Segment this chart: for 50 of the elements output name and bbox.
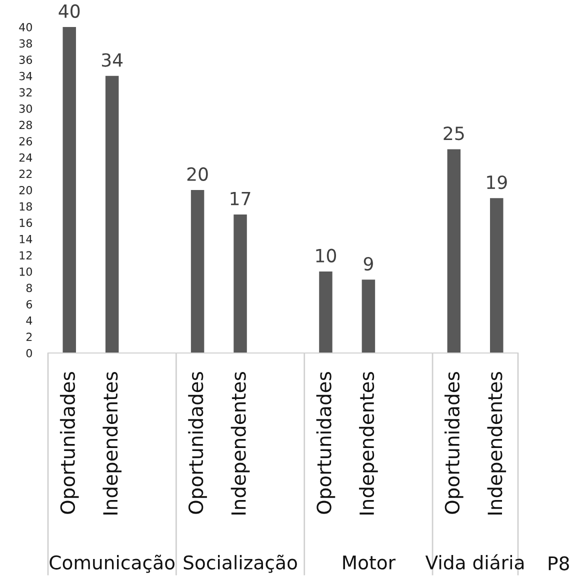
y-tick-label: 20 — [19, 186, 32, 194]
text: Comunicação — [50, 554, 174, 573]
y-tick-label: 32 — [19, 88, 32, 97]
y-tick-label: 26 — [19, 137, 32, 146]
bar — [447, 149, 461, 353]
data-label: 40 — [58, 4, 80, 18]
y-tick-label: 24 — [19, 153, 32, 162]
y-tick-label: 4 — [26, 316, 32, 325]
y-tick-label: 14 — [20, 235, 32, 244]
data-label: 9 — [364, 256, 373, 271]
bar — [234, 214, 247, 353]
y-tick-label: 28 — [19, 120, 32, 130]
y-tick-label: 22 — [19, 170, 32, 178]
bar — [319, 272, 332, 353]
x-tick-label: Independentes — [102, 372, 122, 514]
data-label: 10 — [316, 248, 336, 262]
y-tick-label: 34 — [19, 72, 32, 80]
y-tick-label: 8 — [26, 284, 32, 292]
y-tick-label: 0 — [26, 348, 32, 358]
x-tick-label: Independentes — [359, 372, 378, 514]
data-label: 19 — [487, 175, 507, 190]
y-tick-label: 30 — [19, 104, 32, 113]
y-tick-label: 36 — [19, 56, 32, 64]
text: Socialização — [184, 554, 297, 573]
bar — [190, 190, 204, 353]
x-tick-label: Oportunidades — [60, 372, 79, 514]
y-tick-label: 2 — [26, 332, 32, 341]
text: P8 — [548, 556, 569, 570]
data-label: 20 — [187, 167, 208, 181]
data-label: 25 — [444, 126, 464, 140]
y-tick-label: 12 — [20, 251, 32, 260]
bar — [490, 198, 504, 353]
y-tick-label: 16 — [20, 218, 32, 227]
x-tick-label: Oportunidades — [188, 372, 207, 514]
y-tick-label: 10 — [20, 267, 32, 276]
x-tick-label: Oportunidades — [444, 372, 464, 514]
data-label: 17 — [230, 192, 250, 206]
bar — [62, 27, 76, 353]
bar — [105, 76, 119, 353]
text: Vida diária — [425, 554, 524, 570]
text: Motor — [343, 556, 396, 570]
data-label: 34 — [102, 53, 123, 67]
y-tick-label: 18 — [20, 202, 32, 211]
x-tick-label: Oportunidades — [316, 372, 336, 514]
y-tick-label: 6 — [26, 300, 32, 308]
y-tick-label: 38 — [19, 39, 32, 48]
x-tick-label: Independentes — [487, 372, 506, 514]
bar — [362, 280, 376, 353]
y-tick-label: 40 — [19, 22, 32, 32]
x-tick-label: Independentes — [230, 372, 250, 514]
